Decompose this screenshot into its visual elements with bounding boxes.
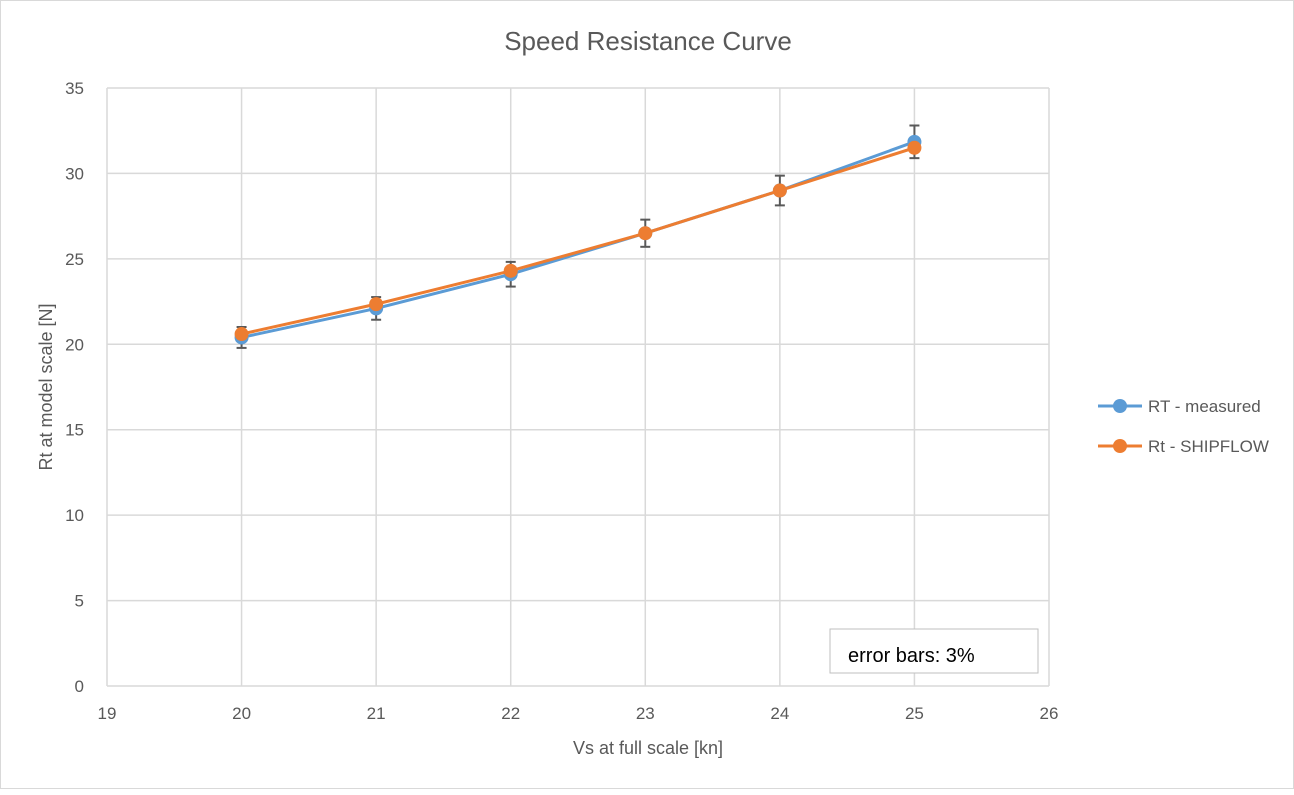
- y-tick-label: 15: [65, 421, 84, 440]
- x-tick-label: 21: [367, 704, 386, 723]
- x-tick-label: 23: [636, 704, 655, 723]
- data-point: [907, 140, 922, 155]
- series-line: [241, 140, 915, 339]
- legend-label: Rt - SHIPFLOW: [1148, 437, 1269, 456]
- x-tick-label: 26: [1040, 704, 1059, 723]
- data-point: [234, 327, 249, 342]
- legend-marker: [1113, 399, 1127, 413]
- error-bars-note-text: error bars: 3%: [848, 645, 975, 667]
- y-tick-label: 0: [75, 677, 84, 696]
- y-tick-label: 30: [65, 164, 84, 183]
- x-tick-label: 20: [232, 704, 251, 723]
- x-axis-label: Vs at full scale [kn]: [573, 738, 723, 758]
- x-tick-label: 25: [905, 704, 924, 723]
- y-tick-label: 20: [65, 335, 84, 354]
- data-point: [638, 226, 653, 241]
- legend-marker: [1113, 439, 1127, 453]
- y-tick-label: 5: [75, 592, 84, 611]
- data-point: [772, 183, 787, 198]
- x-tick-label: 22: [501, 704, 520, 723]
- y-tick-label: 35: [65, 79, 84, 98]
- y-tick-label: 10: [65, 506, 84, 525]
- y-tick-label: 25: [65, 250, 84, 269]
- legend-label: RT - measured: [1148, 397, 1261, 416]
- x-tick-label: 19: [98, 704, 117, 723]
- data-point: [503, 263, 518, 278]
- chart-title: Speed Resistance Curve: [504, 26, 792, 56]
- series-1: [234, 140, 922, 342]
- data-point: [369, 297, 384, 312]
- series-line: [241, 146, 915, 336]
- y-axis-label: Rt at model scale [N]: [36, 303, 56, 470]
- series-0: [234, 124, 922, 349]
- error-bars-note: error bars: 3%: [829, 628, 1039, 674]
- legend: RT - measured Rt - SHIPFLOW: [1098, 397, 1269, 456]
- x-tick-label: 24: [770, 704, 789, 723]
